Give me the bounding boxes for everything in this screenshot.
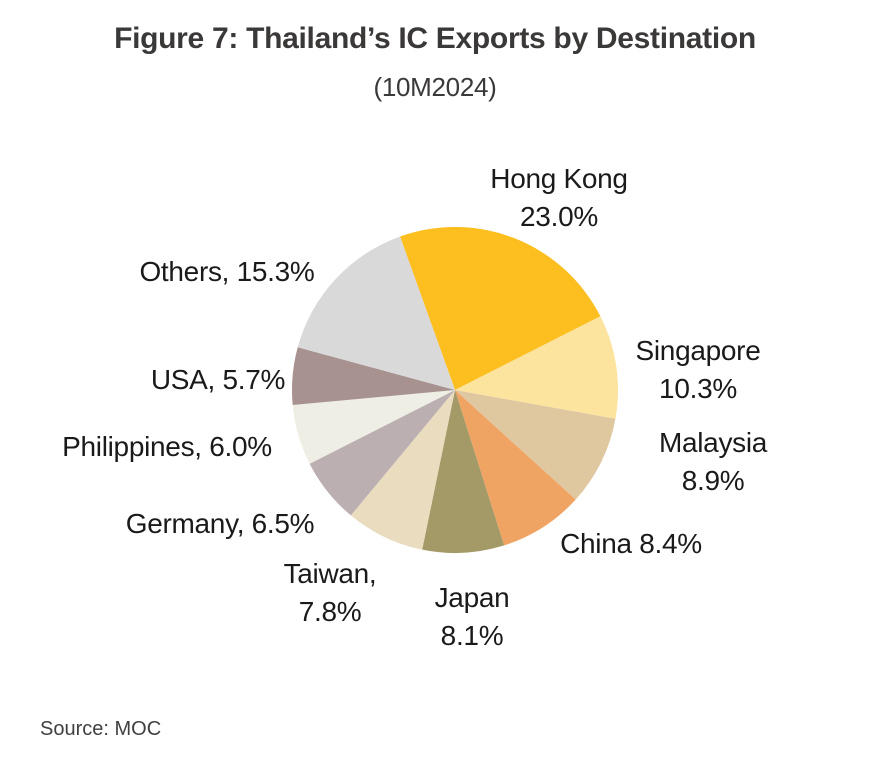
pie-slice-germany xyxy=(309,390,455,516)
slice-label-china: China 8.4% xyxy=(560,528,702,559)
source-note: Source: MOC xyxy=(40,718,162,740)
pie-slice-china xyxy=(455,390,576,546)
pie-slice-philippines xyxy=(292,390,455,464)
pie-slice-hong-kong xyxy=(400,226,601,390)
slice-label-malaysia: Malaysia 8.9% xyxy=(658,427,768,496)
chart-subtitle: (10M2024) xyxy=(373,72,497,102)
slice-label-taiwan: Taiwan, 7.8% xyxy=(283,558,377,627)
slice-label-hong-kong: Hong Kong 23.0% xyxy=(490,163,628,232)
slice-label-germany: Germany, 6.5% xyxy=(125,508,315,539)
slice-label-singapore: Singapore 10.3% xyxy=(635,335,761,404)
slice-label-japan: Japan 8.1% xyxy=(434,582,510,651)
pie-slice-singapore xyxy=(455,316,618,419)
pie-slice-others xyxy=(297,236,455,390)
slice-label-others: Others, 15.3% xyxy=(139,256,315,287)
pie-slice-malaysia xyxy=(455,390,616,500)
pie-slice-taiwan xyxy=(350,390,455,550)
pie-slice-japan xyxy=(422,390,505,553)
chart-title: Figure 7: Thailand’s IC Exports by Desti… xyxy=(114,22,756,55)
slice-label-philippines: Philippines, 6.0% xyxy=(62,431,272,462)
pie-slice-usa xyxy=(292,347,455,406)
slice-label-usa: USA, 5.7% xyxy=(150,364,286,395)
